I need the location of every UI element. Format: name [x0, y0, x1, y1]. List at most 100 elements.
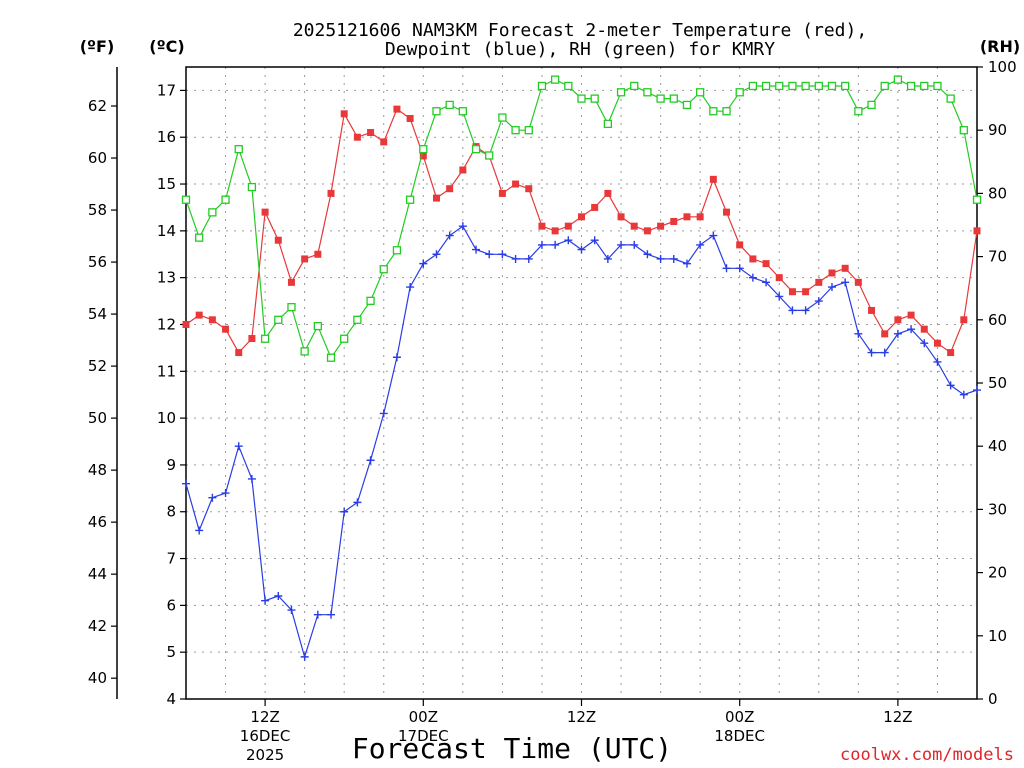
data-point [907, 325, 916, 334]
data-point [775, 274, 783, 282]
data-point [814, 81, 823, 91]
data-point [525, 185, 533, 193]
rh-tick-label: 50 [988, 374, 1007, 392]
data-point [643, 88, 652, 97]
data-point [458, 107, 468, 116]
data-point [617, 213, 625, 221]
data-point [683, 213, 691, 221]
data-point [234, 442, 243, 451]
rh-tick-label: 60 [988, 311, 1007, 329]
celsius-tick-label: 16 [157, 128, 176, 146]
data-point [405, 195, 415, 204]
data-point [604, 189, 612, 197]
celsius-tick-label: 8 [166, 503, 176, 521]
data-point [748, 273, 757, 282]
data-point [274, 315, 283, 324]
data-point [933, 339, 941, 347]
data-point [643, 227, 651, 235]
data-point [696, 213, 704, 221]
data-point [801, 81, 810, 91]
x-tick-date-label: 17DEC [398, 727, 449, 745]
data-point [419, 152, 427, 160]
x-tick-date-label: 18DEC [714, 727, 765, 745]
fahrenheit-tick-label: 48 [88, 461, 107, 479]
data-point [867, 348, 876, 357]
data-point [445, 100, 454, 110]
x-tick-label: 12Z [250, 708, 279, 726]
data-point [181, 195, 191, 204]
data-point [854, 278, 862, 286]
data-point [511, 254, 520, 263]
data-point [287, 303, 296, 312]
series-dewpoint [182, 222, 981, 661]
data-point [827, 283, 836, 292]
data-point [551, 227, 559, 235]
data-point [841, 278, 850, 287]
x-tick-label: 12Z [883, 708, 912, 726]
data-point [788, 306, 797, 315]
data-point [538, 222, 546, 230]
rh-tick-label: 70 [988, 248, 1007, 266]
data-point [762, 260, 770, 268]
data-point [524, 126, 533, 135]
data-point [235, 349, 243, 357]
data-point [485, 151, 494, 160]
data-point [353, 315, 362, 324]
rh-tick-label: 100 [988, 58, 1017, 76]
rh-axis-label: (RH) [980, 37, 1020, 56]
data-point [222, 325, 230, 333]
data-point [353, 133, 361, 141]
data-point [960, 316, 968, 324]
data-point [313, 610, 322, 619]
data-point [379, 409, 388, 418]
x-axis-title: Forecast Time (UTC) [352, 732, 672, 765]
data-point [854, 329, 863, 338]
data-point [578, 213, 585, 221]
data-point [775, 292, 784, 301]
fahrenheit-tick-label: 62 [88, 97, 107, 115]
data-point [366, 296, 375, 305]
data-point [564, 236, 573, 245]
data-point [577, 245, 586, 254]
data-point [247, 474, 256, 483]
fahrenheit-tick-label: 44 [88, 565, 107, 583]
data-point [524, 254, 533, 263]
data-point [195, 311, 203, 319]
fahrenheit-tick-label: 46 [88, 513, 107, 531]
x-tick-label: 12Z [567, 708, 596, 726]
data-point [736, 241, 744, 249]
data-point [591, 203, 599, 211]
data-point [709, 231, 718, 240]
data-point [261, 208, 269, 216]
data-point [195, 526, 204, 535]
data-point [841, 264, 849, 272]
data-point [195, 233, 204, 242]
fahrenheit-tick-label: 40 [88, 669, 107, 687]
celsius-tick-label: 12 [157, 315, 176, 333]
fahrenheit-tick-label: 56 [88, 253, 107, 271]
data-point [748, 81, 758, 91]
data-point [419, 259, 428, 268]
data-point [814, 297, 823, 306]
data-point [564, 81, 573, 91]
celsius-tick-label: 11 [157, 362, 176, 380]
data-point [300, 652, 309, 661]
chart-title-line2: Dewpoint (blue), RH (green) for KMRY [385, 39, 775, 60]
grid-lines [186, 67, 977, 699]
data-point [458, 222, 467, 231]
data-point [946, 381, 955, 390]
data-point [893, 329, 902, 338]
data-point [419, 145, 428, 154]
data-point [182, 479, 190, 488]
data-point [946, 94, 955, 103]
data-point [920, 339, 929, 348]
data-point [392, 353, 401, 362]
data-point [511, 126, 520, 135]
data-point [696, 88, 705, 97]
fahrenheit-axis-label: (ºF) [80, 37, 115, 56]
data-point [208, 316, 216, 324]
series [181, 75, 982, 661]
data-point [841, 81, 850, 91]
data-point [406, 114, 414, 122]
data-point [182, 320, 190, 328]
